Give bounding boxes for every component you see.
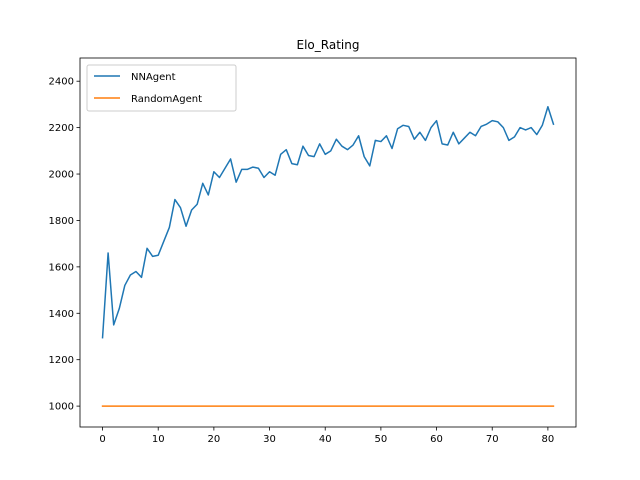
legend-label-randomagent: RandomAgent (131, 94, 202, 105)
x-tick-label: 80 (542, 434, 555, 445)
x-tick-label: 10 (152, 434, 165, 445)
x-tick-label: 30 (263, 434, 276, 445)
x-tick-label: 50 (375, 434, 388, 445)
y-tick-label: 2400 (49, 77, 74, 88)
y-tick-label: 2000 (49, 170, 74, 181)
y-tick-label: 1200 (49, 355, 74, 366)
chart-title: Elo_Rating (297, 38, 360, 52)
y-tick-label: 2200 (49, 123, 74, 134)
x-tick-label: 20 (208, 434, 221, 445)
y-tick-label: 1800 (49, 216, 74, 227)
series-layer (101, 105, 555, 407)
x-tick-label: 70 (486, 434, 499, 445)
legend-label-nnagent: NNAgent (131, 72, 176, 83)
plot-frame (79, 57, 577, 428)
legend: NNAgent RandomAgent (86, 64, 237, 112)
legend-box (86, 64, 237, 112)
y-tick-label: 1000 (49, 402, 74, 413)
series-line-nnagent (101, 105, 555, 339)
y-tick-label: 1600 (49, 262, 74, 273)
y-tick-label: 1400 (49, 309, 74, 320)
x-tick-label: 60 (430, 434, 443, 445)
x-tick-label: 40 (319, 434, 332, 445)
axes-layer: 0 10 20 30 40 50 60 70 80 1000 1200 1400 1600 1800 200… (49, 57, 577, 445)
x-tick-label: 0 (99, 434, 105, 445)
